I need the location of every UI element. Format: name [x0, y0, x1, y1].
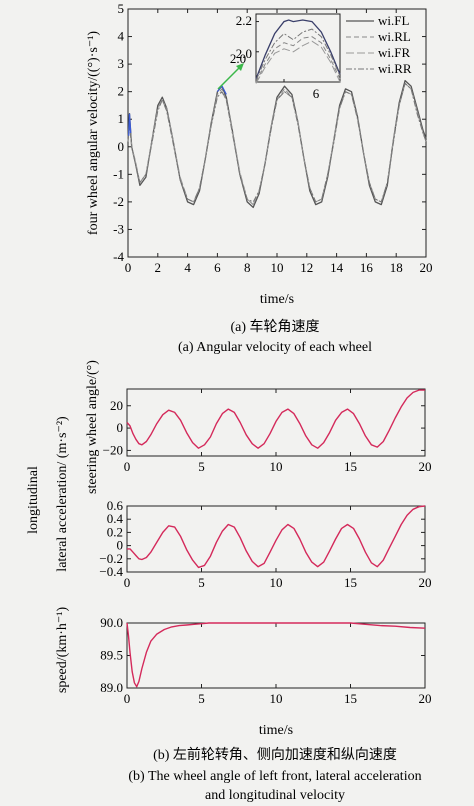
chart-a-y-label: four wheel angular velocity/((°)·s⁻¹) — [86, 31, 101, 236]
chart-b1-series — [126, 389, 425, 449]
x-tick-label: 20 — [420, 260, 433, 275]
chart-a-inset: 2.2 2.0 6 — [236, 13, 341, 101]
chart-b3-series — [126, 622, 426, 688]
y-tick-label: −0.4 — [99, 564, 123, 579]
start-transient-line — [128, 113, 132, 136]
chart-b2-y-label: lateral acceleration/ (m·s⁻²) — [55, 416, 70, 572]
chart-b3-ticks: 90.0 89.5 89.00 5 10 15 20 — [100, 615, 431, 706]
series-line-main — [127, 505, 426, 569]
inset-series-line-wi-fl — [255, 19, 341, 80]
y-tick-label: 0 — [117, 538, 124, 553]
y-tick-label: -1 — [113, 166, 124, 181]
chart-b1-ticks: 200−200 5 10 15 20 — [103, 389, 432, 474]
y-tick-label: 3 — [118, 56, 125, 71]
y-tick-label: 0.6 — [107, 498, 124, 513]
x-tick-label: 20 — [419, 575, 432, 590]
chart-b2: 0.60.40.20−0.2−0.40 5 10 15 20 — [99, 498, 431, 590]
x-tick-label: 14 — [330, 260, 344, 275]
chart-a-annotation: 2.0 — [217, 51, 246, 90]
chart-b3-y-label: speed/(km·h⁻¹) — [55, 607, 70, 694]
y-tick-label: 89.0 — [100, 680, 123, 695]
chart-a-y-ticks: -4 -3 -2 -1 0 1 2 3 4 5 — [113, 1, 426, 264]
y-tick-label: -4 — [113, 249, 124, 264]
y-tick-label: 0.4 — [107, 511, 124, 526]
chart-b1-y-label: steering wheel angle/(°) — [85, 360, 100, 494]
x-tick-label: 18 — [390, 260, 403, 275]
x-tick-label: 10 — [270, 459, 283, 474]
y-tick-label: 2 — [118, 84, 125, 99]
y-tick-label: 1 — [118, 111, 125, 126]
chart-b3-plot-area — [126, 622, 426, 689]
chart-b3: 90.0 89.5 89.00 5 10 15 20 — [100, 615, 431, 706]
inset-y-tick-2-0: 2.0 — [236, 46, 252, 61]
x-tick-label: 10 — [271, 260, 284, 275]
caption-a-en: (a) Angular velocity of each wheel — [178, 340, 372, 355]
caption-a-cn: (a) 车轮角速度 — [230, 318, 319, 335]
inset-y-tick-2-2: 2.2 — [236, 13, 252, 28]
x-tick-label: 5 — [198, 575, 205, 590]
legend-label-rr: wi.RR — [378, 61, 412, 76]
y-tick-label: 0 — [118, 139, 125, 154]
y-tick-label: 4 — [118, 29, 125, 44]
chart-a-x-label: time/s — [260, 292, 294, 307]
series-line-main — [126, 389, 425, 449]
x-tick-label: 20 — [419, 691, 432, 706]
y-tick-label: 89.5 — [100, 648, 123, 663]
series-line-wi-rr — [127, 82, 427, 203]
x-tick-label: 0 — [124, 575, 131, 590]
inset-series-line-wi-rl — [255, 36, 341, 83]
legend-label-rl: wi.RL — [378, 29, 411, 44]
x-tick-label: 15 — [344, 691, 357, 706]
x-tick-label: 12 — [300, 260, 313, 275]
series-line-main — [126, 622, 426, 688]
x-tick-label: 20 — [419, 459, 432, 474]
chart-b-x-label: time/s — [259, 723, 293, 738]
y-tick-label: 5 — [118, 1, 125, 16]
chart-b-y-label-longitudinal: longitudinal — [26, 466, 41, 534]
x-tick-label: 6 — [214, 260, 221, 275]
y-tick-label: -2 — [113, 194, 124, 209]
annotation-arrow — [217, 66, 241, 90]
inset-x-tick-6: 6 — [313, 86, 320, 101]
x-tick-label: 10 — [270, 575, 283, 590]
y-tick-label: -3 — [113, 221, 124, 236]
chart-b1: 200−200 5 10 15 20 — [103, 388, 432, 474]
x-tick-label: 15 — [344, 459, 357, 474]
inset-series-line-wi-fr — [255, 40, 341, 84]
chart-a-series — [127, 79, 427, 209]
x-tick-label: 16 — [360, 260, 374, 275]
x-tick-label: 0 — [124, 691, 131, 706]
y-tick-label: −0.2 — [99, 551, 123, 566]
chart-b2-ticks: 0.60.40.20−0.2−0.40 5 10 15 20 — [99, 498, 431, 590]
x-tick-label: 15 — [344, 575, 357, 590]
caption-b-en-line1: (b) The wheel angle of left front, later… — [128, 769, 421, 784]
x-tick-label: 5 — [198, 459, 205, 474]
caption-b-en-line2: and longitudinal velocity — [205, 788, 345, 803]
series-line-wi-fr — [127, 82, 427, 206]
y-tick-label: 0.2 — [107, 524, 123, 539]
y-tick-label: 90.0 — [100, 615, 123, 630]
x-tick-label: 8 — [244, 260, 251, 275]
x-tick-label: 0 — [124, 459, 131, 474]
chart-a-x-ticks: 0 2 4 6 8 10 12 14 16 18 20 — [125, 9, 433, 275]
chart-a-legend: wi.FL wi.RL wi.FR wi.RR — [346, 13, 412, 76]
inset-plot-area — [255, 13, 341, 83]
y-tick-label: 0 — [117, 420, 124, 435]
x-tick-label: 2 — [155, 260, 162, 275]
annotation-arrowhead — [236, 63, 244, 71]
legend-label-fr: wi.FR — [378, 45, 410, 60]
inset-series — [255, 19, 341, 84]
legend-label-fl: wi.FL — [378, 13, 409, 28]
x-tick-label: 10 — [270, 691, 283, 706]
chart-b2-series — [127, 505, 426, 569]
x-tick-label: 4 — [184, 260, 191, 275]
y-tick-label: 20 — [110, 398, 123, 413]
x-tick-label: 5 — [198, 691, 205, 706]
x-tick-label: 0 — [125, 260, 132, 275]
y-tick-label: −20 — [103, 442, 123, 457]
annotation-label: 2.0 — [230, 51, 246, 66]
caption-b-cn: (b) 左前轮转角、侧向加速度和纵向速度 — [153, 746, 397, 763]
